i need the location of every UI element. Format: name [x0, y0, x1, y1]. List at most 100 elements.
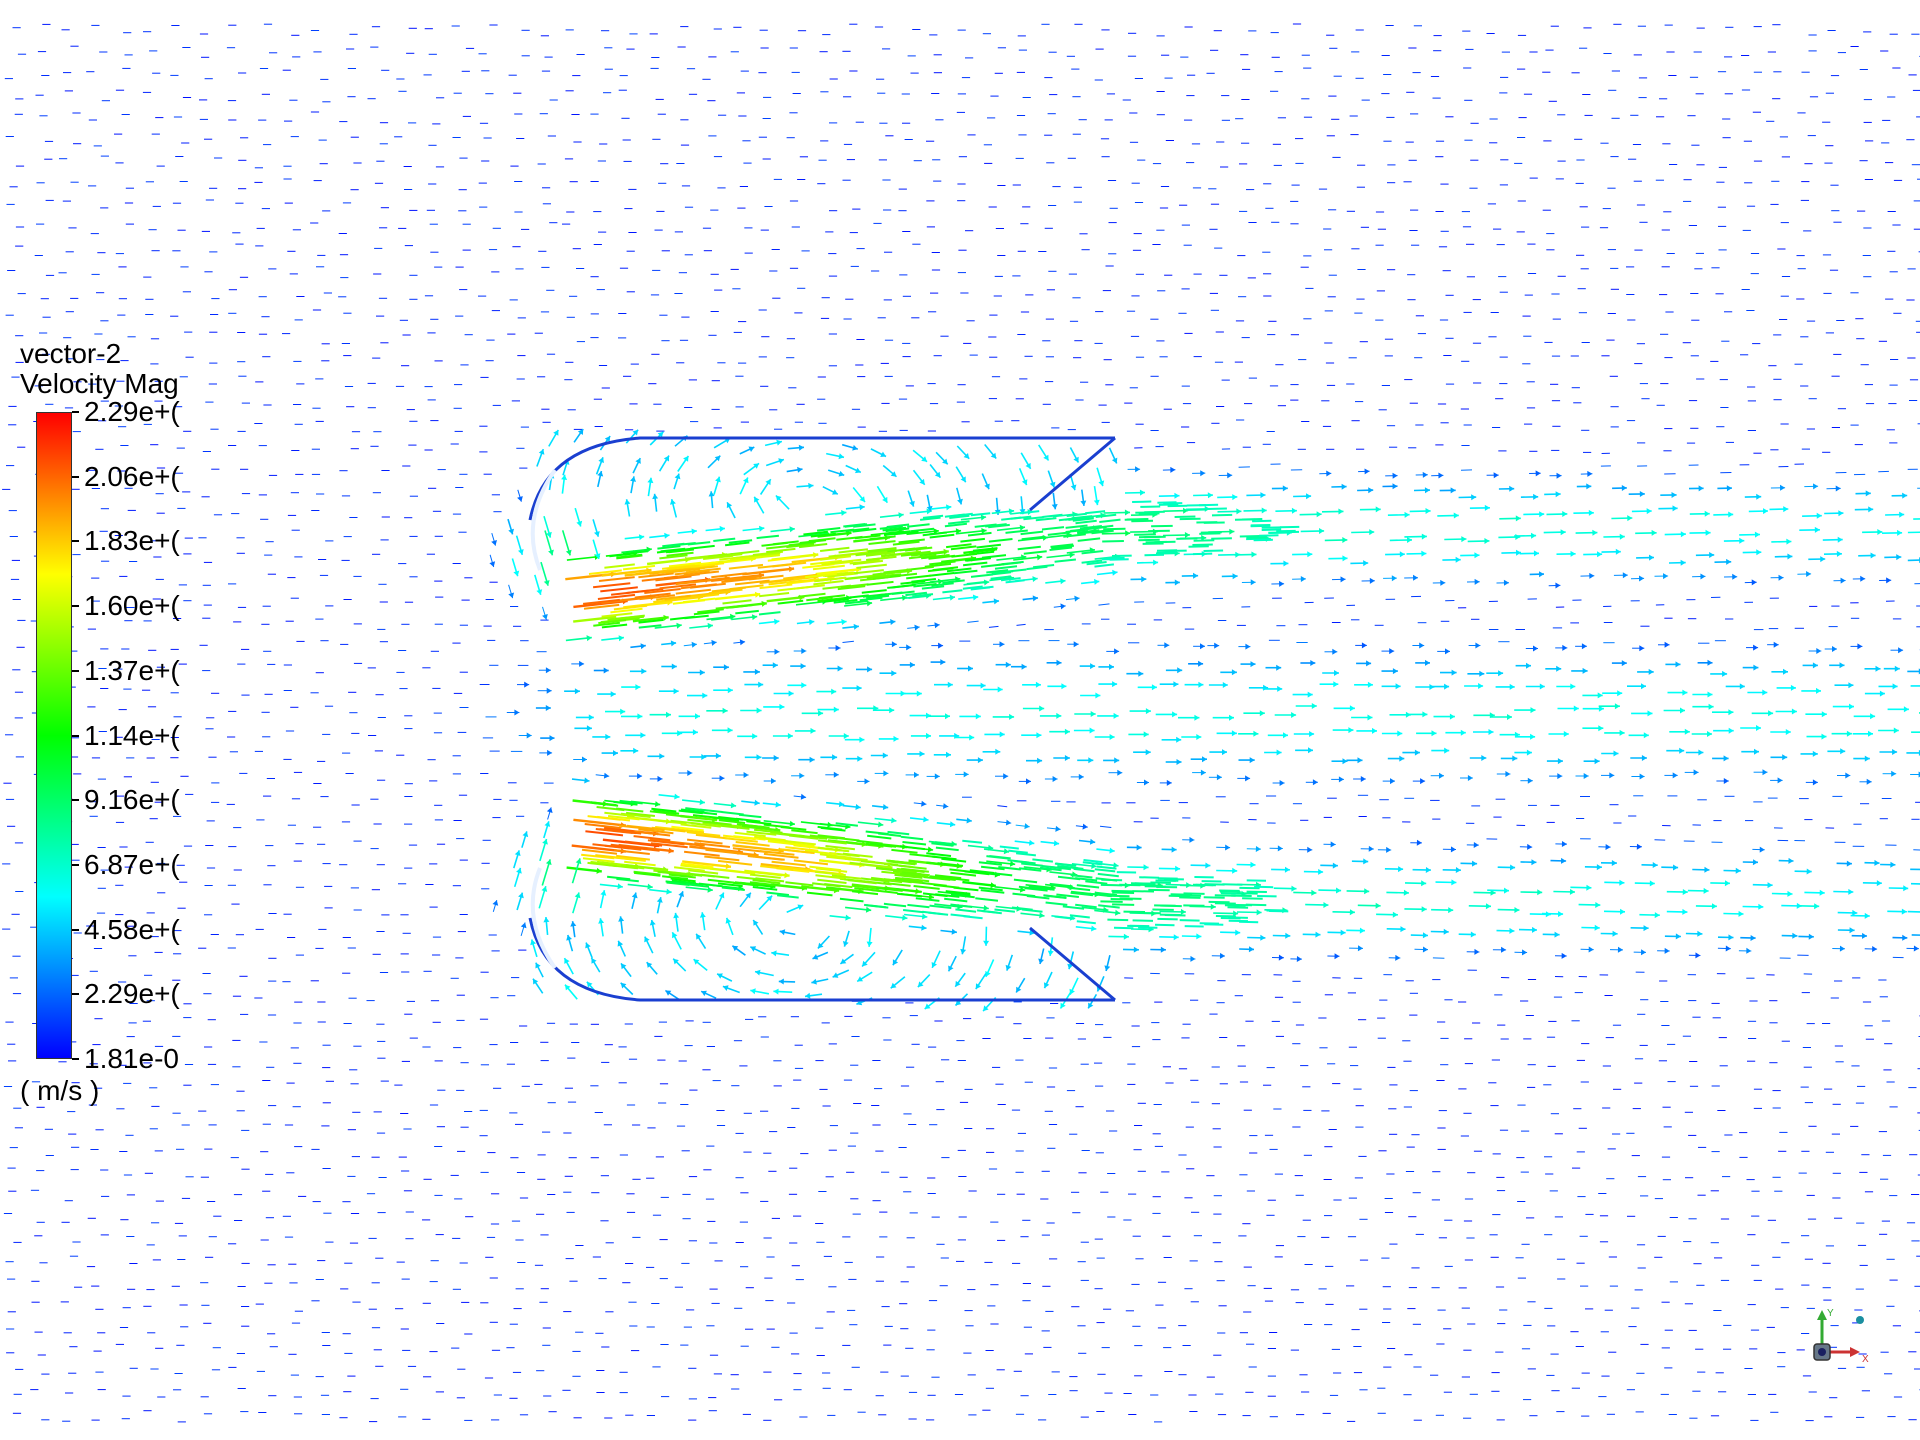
velocity-arrowhead — [838, 453, 844, 460]
velocity-arrowhead — [1109, 847, 1115, 854]
velocity-arrowhead — [1516, 549, 1521, 556]
velocity-arrowhead — [1109, 663, 1114, 670]
velocity-arrowhead — [909, 500, 915, 507]
velocity-arrowhead — [843, 733, 849, 739]
velocity-arrowhead — [1472, 860, 1478, 867]
velocity-arrow — [763, 820, 795, 825]
velocity-arrowhead — [1039, 912, 1045, 919]
velocity-arrowhead — [1060, 603, 1066, 610]
velocity-arrowhead — [1672, 772, 1678, 779]
velocity-arrowhead — [715, 752, 721, 759]
velocity-arrowhead — [1166, 779, 1172, 786]
velocity-arrowhead — [1641, 755, 1647, 761]
velocity-arrowhead — [1475, 642, 1481, 649]
velocity-arrowhead — [600, 890, 607, 896]
velocity-arrowhead — [1594, 924, 1600, 931]
velocity-arrowhead — [931, 962, 937, 968]
velocity-arrowhead — [766, 895, 773, 902]
velocity-arrowhead — [1360, 776, 1366, 782]
velocity-arrowhead — [774, 618, 780, 625]
velocity-arrowhead — [1651, 529, 1657, 536]
velocity-arrowhead — [1227, 472, 1233, 479]
velocity-arrowhead — [779, 929, 786, 936]
velocity-arrowhead — [1479, 670, 1485, 677]
velocity-arrowhead — [1561, 952, 1567, 959]
velocity-arrowhead — [1756, 725, 1761, 731]
velocity-arrow — [770, 883, 808, 890]
velocity-arrowhead — [840, 958, 847, 964]
velocity-arrowhead — [1617, 690, 1623, 697]
velocity-arrowhead — [508, 592, 515, 599]
velocity-arrowhead — [1703, 887, 1709, 894]
velocity-arrowhead — [771, 778, 776, 784]
velocity-arrow — [709, 867, 756, 875]
velocity-arrowhead — [1332, 862, 1338, 869]
velocity-arrowhead — [837, 665, 843, 672]
velocity-vector-field — [2, 23, 1920, 1423]
velocity-arrowhead — [809, 619, 815, 626]
velocity-arrowhead — [889, 707, 895, 714]
velocity-arrowhead — [1767, 882, 1773, 889]
velocity-arrowhead — [566, 935, 572, 941]
velocity-arrow — [849, 861, 893, 869]
velocity-arrowhead — [1448, 907, 1454, 914]
velocity-arrowhead — [797, 466, 803, 473]
velocity-arrowhead — [1225, 844, 1231, 851]
velocity-arrowhead — [663, 614, 669, 621]
velocity-arrowhead — [1291, 712, 1297, 718]
velocity-arrowhead — [1728, 727, 1734, 734]
velocity-arrowhead — [1515, 534, 1521, 540]
velocity-arrowhead — [947, 681, 953, 688]
velocity-arrowhead — [1569, 888, 1575, 895]
velocity-arrowhead — [701, 754, 707, 760]
velocity-arrowhead — [1332, 648, 1338, 655]
velocity-arrowhead — [1291, 885, 1297, 892]
velocity-arrowhead — [1440, 579, 1446, 586]
velocity-arrowhead — [969, 734, 975, 741]
velocity-arrowhead — [1646, 508, 1652, 515]
velocity-arrowhead — [691, 528, 697, 535]
velocity-arrowhead — [1232, 494, 1238, 501]
velocity-arrowhead — [1751, 579, 1757, 586]
velocity-arrowhead — [1470, 931, 1476, 938]
velocity-arrowhead — [1750, 935, 1756, 941]
velocity-arrowhead — [1407, 537, 1412, 543]
velocity-arrowhead — [1368, 487, 1374, 494]
velocity-arrowhead — [1586, 884, 1592, 891]
velocity-arrowhead — [1605, 844, 1611, 850]
velocity-arrowhead — [1684, 728, 1690, 735]
velocity-arrowhead — [1263, 684, 1269, 691]
velocity-arrowhead — [753, 463, 759, 469]
velocity-arrowhead — [1621, 660, 1627, 667]
velocity-arrowhead — [725, 917, 732, 924]
velocity-arrowhead — [1112, 569, 1118, 576]
velocity-arrowhead — [1334, 670, 1339, 676]
velocity-arrowhead — [1514, 907, 1520, 913]
velocity-arrowhead — [838, 801, 845, 808]
velocity-arrowhead — [1236, 508, 1242, 515]
velocity-arrowhead — [586, 725, 592, 732]
velocity-arrowhead — [543, 580, 550, 586]
velocity-arrowhead — [1561, 841, 1567, 847]
velocity-arrowhead — [1533, 493, 1539, 500]
velocity-arrowhead — [1535, 470, 1541, 477]
velocity-arrowhead — [1537, 889, 1543, 896]
velocity-arrow — [997, 805, 1008, 808]
velocity-arrowhead — [1598, 705, 1604, 712]
velocity-arrow — [929, 578, 961, 583]
velocity-arrowhead — [926, 712, 931, 719]
velocity-arrowhead — [805, 992, 811, 999]
velocity-arrowhead — [1515, 515, 1521, 522]
velocity-arrowhead — [1019, 886, 1026, 893]
velocity-arrowhead — [984, 483, 990, 490]
velocity-arrowhead — [1445, 648, 1450, 655]
velocity-arrowhead — [778, 458, 784, 464]
velocity-arrowhead — [1581, 643, 1587, 650]
velocity-arrowhead — [692, 729, 698, 736]
velocity-arrowhead — [1279, 580, 1285, 587]
velocity-arrowhead — [668, 847, 674, 854]
velocity-arrowhead — [902, 914, 908, 921]
velocity-arrowhead — [934, 622, 940, 629]
velocity-arrowhead — [809, 756, 815, 763]
